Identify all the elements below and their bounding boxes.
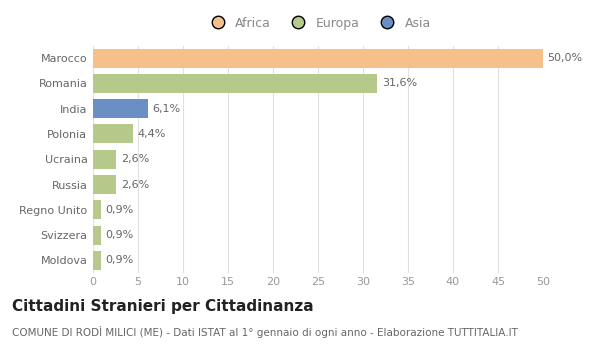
Text: 31,6%: 31,6% [382,78,417,89]
Bar [93,125,133,144]
Text: 2,6%: 2,6% [121,154,149,164]
Text: 4,4%: 4,4% [137,129,166,139]
Bar [93,99,148,118]
Bar [93,150,116,169]
Text: 50,0%: 50,0% [548,53,583,63]
Bar [93,175,116,194]
Bar [93,74,377,93]
Text: Cittadini Stranieri per Cittadinanza: Cittadini Stranieri per Cittadinanza [12,299,314,314]
Text: 0,9%: 0,9% [106,230,134,240]
Bar [93,200,101,219]
Text: 2,6%: 2,6% [121,180,149,190]
Text: 0,9%: 0,9% [106,205,134,215]
Bar [93,251,101,270]
Text: 0,9%: 0,9% [106,256,134,265]
Bar [93,226,101,245]
Text: COMUNE DI RODÌ MILICI (ME) - Dati ISTAT al 1° gennaio di ogni anno - Elaborazion: COMUNE DI RODÌ MILICI (ME) - Dati ISTAT … [12,326,518,337]
Bar [93,49,543,68]
Legend: Africa, Europa, Asia: Africa, Europa, Asia [200,12,436,35]
Text: 6,1%: 6,1% [152,104,181,114]
